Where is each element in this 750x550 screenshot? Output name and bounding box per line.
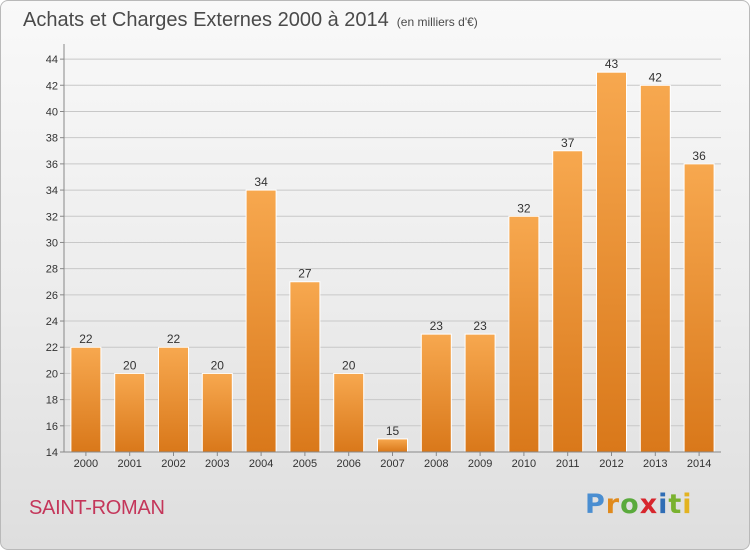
bar-2004 [245,189,277,453]
x-tick-label: 2013 [643,458,667,470]
x-tick-label: 2002 [161,458,185,470]
y-tick-label: 36 [46,159,58,171]
bar-2009 [464,333,496,453]
bar-2000 [70,346,102,453]
logo-letter: i [682,489,693,520]
x-tick-label: 2001 [117,458,141,470]
bar-2002 [158,346,189,453]
data-label: 23 [430,319,444,333]
logo-letter: i [658,489,669,520]
data-label: 36 [692,149,706,163]
logo-letter: o [620,489,640,520]
chart-title: Achats et Charges Externes 2000 à 2014 (e… [23,9,478,32]
bar-2008 [420,333,452,453]
y-tick-label: 18 [46,395,58,407]
x-tick-label: 2005 [293,458,317,470]
bar-2010 [508,215,540,453]
bar-2014 [683,163,715,453]
x-tick-label: 2009 [468,458,492,470]
logo-letter: P [585,489,606,520]
bar-2003 [201,372,233,453]
logo-letter: x [639,489,659,520]
data-label: 22 [79,332,93,346]
y-tick-label: 44 [46,54,58,66]
x-tick-label: 2004 [249,458,273,470]
x-tick-label: 2011 [556,458,580,470]
commune-name: SAINT-ROMAN [29,497,165,519]
data-label: 20 [123,358,137,372]
bar-2006 [333,372,365,453]
axes: 14 16 18 20 22 24 26 28 30 32 34 36 38 40 42 44 2000 2001… [46,44,721,470]
x-tick-label: 2012 [599,458,623,470]
title-unit: (en milliers d'€) [396,15,478,29]
y-tick-label: 38 [46,133,58,145]
title-text: Achats et Charges Externes 2000 à 2014 [23,9,389,31]
y-tick-label: 16 [46,421,58,433]
data-labels: 22 20 22 20 34 27 20 15 23 23 32 37 43 42 36 [79,57,706,438]
y-tick-label: 34 [46,185,58,197]
data-label: 32 [517,201,531,215]
bar-2001 [114,372,146,453]
bar-2007 [377,438,408,453]
bar-2005 [289,281,321,453]
data-label: 27 [298,267,312,281]
data-label: 43 [605,57,619,71]
y-tick-label: 20 [46,368,58,380]
y-tick-label: 24 [46,316,58,328]
x-tick-label: 2010 [512,458,536,470]
y-tick-label: 14 [46,447,58,459]
bars [70,71,715,453]
y-tick-label: 26 [46,290,58,302]
data-label: 20 [211,358,225,372]
data-label: 23 [473,319,487,333]
proxiti-logo[interactable]: Proxiti [585,489,693,520]
y-tick-label: 22 [46,342,58,354]
data-label: 20 [342,358,356,372]
data-label: 15 [386,424,400,438]
logo-letter: t [668,489,683,520]
logo-letter: r [605,489,621,520]
y-tick-label: 28 [46,264,58,276]
x-tick-label: 2007 [380,458,404,470]
x-tick-label: 2000 [74,458,98,470]
bar-2011 [552,150,584,453]
x-tick-label: 2003 [205,458,229,470]
x-tick-label: 2008 [424,458,448,470]
x-tick-label: 2014 [687,458,711,470]
bar-2012 [596,71,627,453]
y-tick-label: 30 [46,237,58,249]
y-tick-label: 32 [46,211,58,223]
data-label: 34 [254,175,268,189]
x-tick-label: 2006 [336,458,360,470]
data-label: 37 [561,136,575,150]
data-label: 42 [649,70,663,84]
y-tick-label: 40 [46,106,58,118]
y-tick-label: 42 [46,80,58,92]
data-label: 22 [167,332,181,346]
bar-2013 [639,84,671,453]
